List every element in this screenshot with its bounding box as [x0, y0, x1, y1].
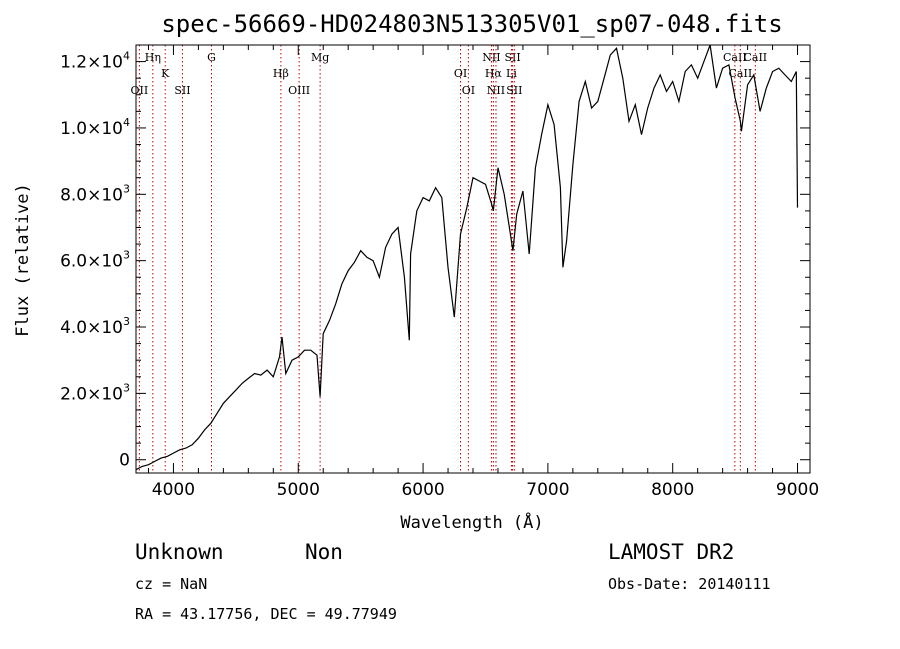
- emission-line-label: NII: [487, 84, 505, 97]
- y-tick-label: 4.0×103: [60, 315, 130, 338]
- absorption-line-label: Hη: [145, 51, 161, 64]
- absorption-line-label: Hβ: [273, 67, 289, 80]
- survey-name: LAMOST DR2: [608, 540, 734, 564]
- emission-line-label: SII: [506, 84, 522, 97]
- y-axis-label: Flux (relative): [13, 183, 33, 337]
- x-tick-label: 5000: [277, 480, 320, 500]
- object-class: Unknown: [135, 540, 224, 564]
- plot-frame: [135, 44, 811, 474]
- x-tick-label: 6000: [401, 480, 444, 500]
- absorption-line-label: NII: [482, 51, 500, 64]
- absorption-line-label: Li: [506, 67, 517, 80]
- emission-line-label: SII: [174, 84, 190, 97]
- observation-date: Obs-Date: 20140111: [608, 575, 771, 593]
- absorption-line-label: Mg: [311, 51, 329, 64]
- y-tick-label: 1.2×104: [60, 50, 130, 73]
- coordinates-readout: RA = 43.17756, DEC = 49.77949: [135, 605, 397, 623]
- emission-line-label: OII: [131, 84, 149, 97]
- x-tick-label: 4000: [152, 480, 195, 500]
- absorption-line-label: CaII: [743, 51, 767, 64]
- absorption-line-label: OI: [454, 67, 467, 80]
- x-axis-label: Wavelength (Å): [400, 511, 543, 533]
- x-tick-label: 7000: [526, 480, 569, 500]
- y-tick-label: 8.0×103: [60, 182, 130, 205]
- y-tick-label: 1.0×104: [60, 116, 130, 139]
- spectrum-series-line-0: [135, 44, 799, 471]
- series-layer: [135, 44, 799, 471]
- absorption-line-label: CaII: [729, 67, 753, 80]
- ticks-layer: 4000 5000 6000 7000 8000 9000 0 2.0×103 4.0×103 6…: [60, 45, 819, 500]
- chart-title: spec-56669-HD024803N513305V01_sp07-048.f…: [161, 10, 782, 38]
- absorption-line-label: K: [161, 67, 170, 80]
- y-tick-label: 0: [119, 451, 130, 471]
- x-tick-label: 8000: [651, 480, 694, 500]
- y-tick-label: 2.0×103: [60, 381, 130, 404]
- redshift-readout: cz = NaN: [135, 575, 207, 593]
- absorption-line-label: G: [207, 51, 216, 64]
- y-tick-label: 6.0×103: [60, 249, 130, 272]
- emission-line-label: OIII: [288, 84, 310, 97]
- object-subclass: Non: [305, 540, 343, 564]
- x-tick-label: 9000: [776, 480, 819, 500]
- absorption-line-label: Hα: [485, 67, 503, 80]
- emission-line-label: OI: [462, 84, 475, 97]
- absorption-line-label: SII: [504, 51, 520, 64]
